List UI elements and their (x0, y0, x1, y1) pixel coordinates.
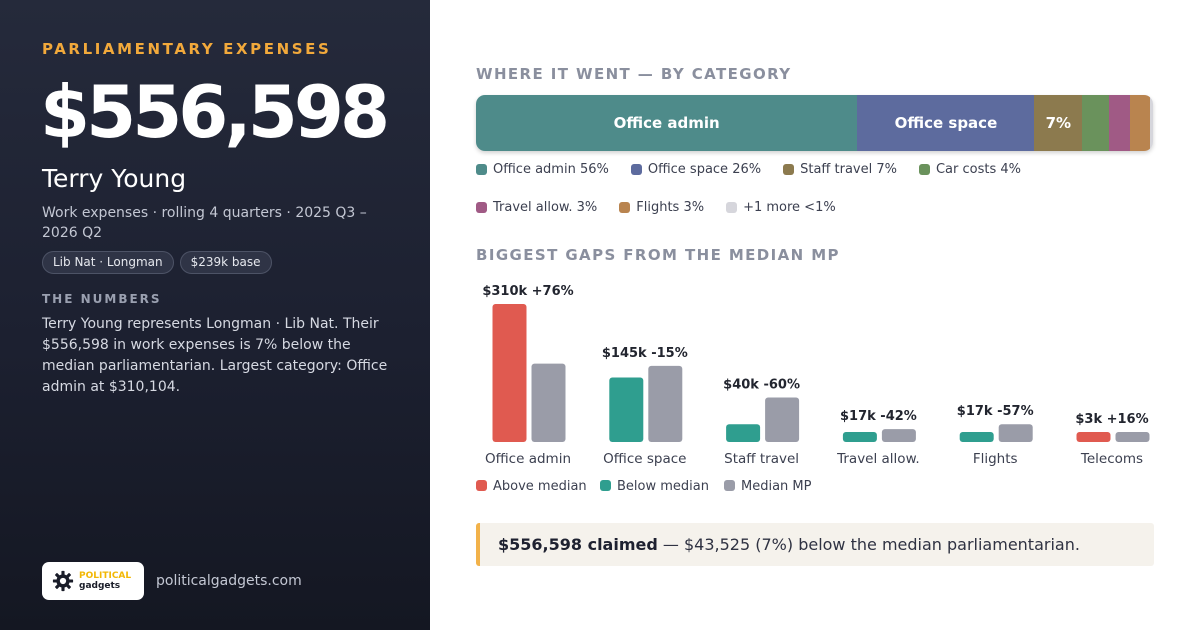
legend-swatch (918, 164, 930, 175)
brand-logo[interactable]: POLITICAL gadgets (42, 562, 144, 600)
legend-swatch (600, 480, 611, 491)
mp-bar-office-space (609, 377, 644, 442)
bar-value-label: $3k +16% (1075, 412, 1148, 427)
gear-icon (52, 570, 74, 592)
median-bar-travel-allow (881, 429, 916, 442)
chip-row: Lib Nat · Longman $239k base (42, 251, 272, 274)
gaps-heading: BIGGEST GAPS FROM THE MEDIAN MP (476, 246, 840, 264)
legend-swatch (783, 164, 795, 175)
legend-swatch (476, 202, 487, 213)
bar-value-label: $310k +76% (482, 284, 573, 299)
logo-line-2: gadgets (79, 581, 121, 591)
numbers-summary: Terry Young represents Longman · Lib Nat… (42, 316, 388, 395)
summary-callout: $556,598 claimed — $43,525 (7%) below th… (476, 523, 1154, 566)
category-tick-label: Flights (973, 451, 1018, 467)
legend-swatch (476, 164, 487, 175)
legend-label: +1 more <1% (743, 200, 836, 215)
legend-label: Office space 26% (647, 162, 762, 177)
category-legend-item: Staff travel 7% (783, 162, 897, 177)
category-legend-item: Office admin 56% (476, 162, 609, 177)
median-bar-flights (998, 424, 1033, 442)
legend-swatch (726, 202, 738, 213)
category-legend-row-1: Office admin 56% Office space 26% Staff tr… (476, 162, 1021, 177)
legend-swatch (476, 480, 487, 491)
bar-value-label: $17k -57% (957, 404, 1034, 419)
mp-name: Terry Young (42, 164, 187, 193)
median-bar-office-space (648, 365, 683, 442)
category-tick-label: Travel allow. (836, 451, 920, 467)
category-segment-1-more (1150, 95, 1153, 151)
category-segment-staff-travel: 7% (1034, 95, 1083, 151)
category-legend-item: Car costs 4% (918, 162, 1021, 177)
legend-label: Office admin 56% (493, 162, 609, 177)
legend-label: Staff travel 7% (800, 162, 897, 177)
legend-label: Car costs 4% (935, 162, 1021, 177)
category-legend-item: +1 more <1% (726, 200, 836, 215)
gaps-legend-label: Above median (493, 479, 587, 494)
category-segment-office-space: Office space (857, 95, 1035, 151)
category-tick-label: Office admin (485, 451, 571, 467)
gaps-legend-label: Median MP (741, 479, 812, 494)
median-bar-staff-travel (765, 397, 800, 442)
category-tick-label: Office space (603, 451, 686, 467)
base-salary-chip: $239k base (179, 251, 272, 274)
category-legend-item: Travel allow. 3% (476, 200, 597, 215)
category-tick-label: Staff travel (724, 451, 799, 467)
logo-wordmark: POLITICAL gadgets (79, 571, 131, 591)
period-subtitle: Work expenses · rolling 4 quarters · 202… (42, 205, 367, 241)
category-segment-flights (1129, 95, 1151, 151)
category-segment-office-admin: Office admin (476, 95, 858, 151)
party-electorate-chip: Lib Nat · Longman (42, 251, 174, 274)
mp-bar-flights (959, 432, 994, 442)
median-bar-office-admin (531, 363, 566, 442)
median-bar-telecoms (1115, 432, 1150, 442)
bar-value-label: $40k -60% (723, 377, 800, 392)
eyebrow-label: PARLIAMENTARY EXPENSES (42, 40, 332, 58)
category-segment-car-costs (1082, 95, 1110, 151)
mp-bar-telecoms (1076, 432, 1111, 442)
total-amount: $556,598 (40, 70, 390, 154)
mp-bar-travel-allow (842, 432, 877, 442)
legend-swatch (630, 164, 642, 175)
bar-value-label: $145k -15% (602, 346, 688, 361)
numbers-heading: THE NUMBERS (42, 292, 162, 306)
mp-bar-office-admin (492, 304, 527, 442)
logo-line-1: POLITICAL (79, 571, 132, 581)
bar-value-label: $17k -42% (840, 409, 917, 424)
category-stacked-bar: Office admin Office space 7% (476, 95, 1153, 151)
legend-label: Travel allow. 3% (493, 200, 598, 215)
category-segment-travel-allow (1109, 95, 1130, 151)
category-tick-label: Telecoms (1080, 451, 1143, 467)
category-heading: WHERE IT WENT — BY CATEGORY (476, 65, 792, 83)
legend-swatch (724, 480, 735, 491)
gaps-bar-chart: $310k +76% Office admin $145k -15% Office s… (476, 284, 1150, 494)
category-legend-row-2: Travel allow. 3% Flights 3% +1 more <1% (476, 200, 836, 215)
legend-swatch (619, 202, 631, 213)
mp-bar-staff-travel (726, 424, 761, 442)
legend-label: Flights 3% (636, 200, 705, 215)
gaps-legend-label: Below median (617, 479, 709, 494)
site-url[interactable]: politicalgadgets.com (156, 573, 302, 589)
category-legend-item: Office space 26% (630, 162, 762, 177)
callout-claimed: $556,598 claimed (498, 535, 658, 554)
callout-detail: — $43,525 (7%) below the median parliame… (657, 535, 1080, 554)
summary-panel: PARLIAMENTARY EXPENSES $556,598 Terry Yo… (0, 0, 430, 630)
category-legend-item: Flights 3% (619, 200, 704, 215)
